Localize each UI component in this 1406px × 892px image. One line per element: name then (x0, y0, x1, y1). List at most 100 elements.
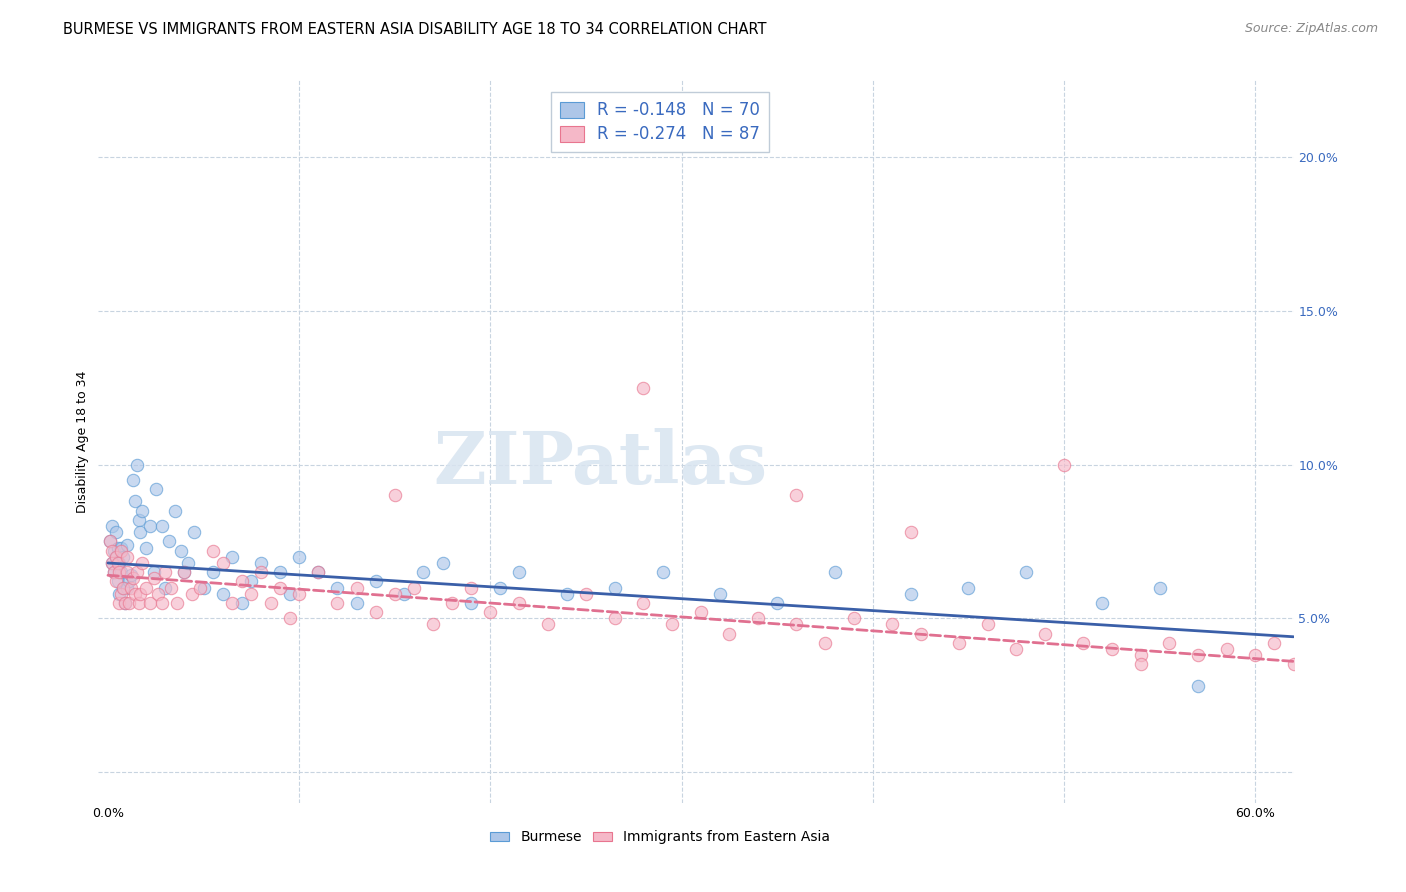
Point (114, 596, 136, 610)
Point (121, 571, 143, 585)
Point (948, 636, 970, 650)
Point (107, 556, 129, 570)
Point (412, 565, 434, 579)
Point (364, 574, 387, 589)
Point (394, 587, 416, 601)
Point (537, 617, 560, 632)
Point (288, 549, 311, 564)
Point (104, 574, 127, 589)
Point (166, 596, 188, 610)
Point (814, 636, 837, 650)
Point (1263, 636, 1285, 650)
Text: BURMESE VS IMMIGRANTS FROM EASTERN ASIA DISABILITY AGE 18 TO 34 CORRELATION CHAR: BURMESE VS IMMIGRANTS FROM EASTERN ASIA … (63, 22, 766, 37)
Point (135, 541, 157, 555)
Point (129, 525, 152, 540)
Point (124, 587, 146, 601)
Point (155, 581, 177, 595)
Point (202, 565, 225, 579)
Point (633, 381, 655, 395)
Point (128, 596, 150, 610)
Point (1187, 679, 1209, 693)
Point (269, 581, 291, 595)
Point (115, 581, 138, 595)
Point (441, 596, 464, 610)
Point (107, 541, 129, 555)
Point (110, 543, 132, 558)
Point (384, 488, 406, 502)
Point (718, 626, 741, 640)
Point (107, 574, 129, 589)
Point (120, 568, 142, 582)
Point (422, 617, 444, 632)
Point (125, 565, 148, 579)
Point (689, 605, 711, 619)
Point (142, 571, 165, 585)
Point (231, 574, 253, 589)
Point (101, 543, 124, 558)
Point (98, 534, 121, 549)
Point (155, 565, 177, 579)
Point (231, 596, 253, 610)
Point (900, 525, 922, 540)
Point (1129, 657, 1152, 672)
Point (98, 534, 121, 549)
Point (460, 596, 482, 610)
Point (108, 587, 131, 601)
Point (785, 488, 807, 502)
Point (118, 596, 141, 610)
Point (307, 565, 329, 579)
Point (177, 556, 200, 570)
Point (150, 519, 173, 533)
Point (555, 587, 578, 601)
Point (603, 611, 626, 625)
Point (115, 549, 138, 564)
Point (976, 617, 998, 632)
Point (880, 617, 903, 632)
Point (278, 611, 301, 625)
Point (101, 519, 124, 533)
Point (346, 581, 368, 595)
Point (108, 565, 131, 579)
Point (110, 587, 132, 601)
Point (575, 587, 598, 601)
Point (131, 556, 153, 570)
Point (135, 581, 157, 595)
Point (173, 565, 195, 579)
Point (364, 605, 387, 619)
Point (131, 504, 153, 518)
Point (824, 565, 846, 579)
Point (1159, 636, 1181, 650)
Point (120, 581, 142, 595)
Point (1091, 596, 1114, 610)
Point (188, 581, 211, 595)
Point (900, 587, 922, 601)
Point (103, 565, 125, 579)
Point (651, 565, 673, 579)
Point (910, 626, 932, 640)
Point (157, 534, 180, 549)
Point (1215, 642, 1237, 657)
Text: ZIPatlas: ZIPatlas (433, 428, 768, 499)
Point (145, 482, 167, 496)
Point (1149, 581, 1171, 595)
Point (104, 525, 127, 540)
Point (326, 596, 349, 610)
Point (139, 596, 162, 610)
Point (259, 596, 281, 610)
Point (288, 587, 311, 601)
Point (326, 581, 349, 595)
Point (110, 565, 132, 579)
Point (842, 611, 865, 625)
Legend: Burmese, Immigrants from Eastern Asia: Burmese, Immigrants from Eastern Asia (484, 825, 837, 850)
Point (1244, 648, 1267, 663)
Point (112, 581, 135, 595)
Point (146, 587, 169, 601)
Point (104, 549, 127, 564)
Point (384, 587, 406, 601)
Point (128, 513, 150, 527)
Point (112, 549, 135, 564)
Text: Source: ZipAtlas.com: Source: ZipAtlas.com (1244, 22, 1378, 36)
Point (747, 611, 769, 625)
Point (1129, 648, 1152, 663)
Point (307, 565, 329, 579)
